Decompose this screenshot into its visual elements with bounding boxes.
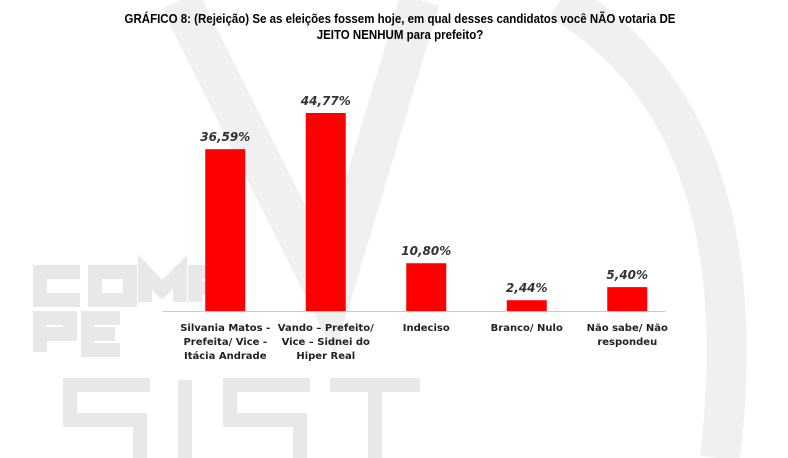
bar: [305, 113, 346, 311]
category-label: Branco/ Nulo: [491, 323, 563, 334]
category-label: Silvania Matos -: [180, 323, 270, 334]
chart-title: GRÁFICO 8: (Rejeição) Se as eleições fos…: [124, 12, 676, 42]
category-label: Não sabe/ Não: [587, 323, 668, 334]
category-label: Indeciso: [403, 323, 450, 334]
category-label: Prefeita/ Vice -: [183, 337, 267, 348]
category-label: Hiper Real: [296, 351, 355, 362]
bar: [406, 263, 447, 311]
bar: [607, 287, 648, 311]
bar: [506, 300, 547, 311]
category-label: Vando – Prefeito/: [278, 323, 374, 334]
data-label: 5,40%: [606, 268, 648, 282]
bar: [205, 149, 246, 311]
data-label: 2,44%: [506, 281, 548, 295]
data-label: 10,80%: [401, 244, 451, 258]
category-label: respondeu: [597, 337, 657, 348]
category-label: Vice – Sidnei do: [282, 337, 370, 348]
data-label: 36,59%: [200, 130, 250, 144]
category-label: Itácia Andrade: [184, 350, 267, 362]
data-label: 44,77%: [300, 94, 351, 108]
